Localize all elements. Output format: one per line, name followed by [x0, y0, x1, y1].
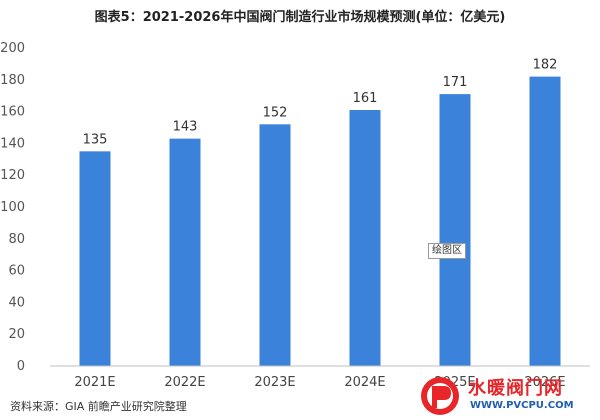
y-tick-label: 120	[0, 168, 25, 183]
y-tick-label: 40	[8, 295, 25, 310]
bar-2025E[interactable]	[439, 94, 471, 367]
y-tick-label: 20	[8, 327, 25, 342]
y-axis: 0 20 40 60 80 100 120 140 160 180 200	[0, 41, 25, 374]
data-label-2024E: 161	[353, 91, 378, 106]
data-label-2022E: 143	[173, 120, 198, 135]
bar-2023E[interactable]	[259, 124, 291, 366]
logo-name: 水暖阀门网	[468, 378, 563, 399]
data-labels: 135 143 152 161 171 182	[83, 58, 558, 148]
data-label-2025E: 171	[443, 75, 468, 90]
x-tick-label-2026E: 2026E	[524, 375, 565, 390]
bar-2021E[interactable]	[79, 151, 111, 366]
y-tick-label: 180	[0, 73, 25, 88]
logo-icon	[421, 377, 459, 415]
x-tick-label-2023E: 2023E	[254, 375, 295, 390]
data-label-2021E: 135	[83, 132, 108, 147]
x-tick-label-2021E: 2021E	[74, 375, 115, 390]
site-logo: 水暖阀门网 WWW.PVCPU.COM	[418, 374, 598, 418]
bars	[79, 76, 561, 367]
data-label-2026E: 182	[533, 58, 558, 73]
bar-2026E[interactable]	[529, 76, 561, 367]
data-label-2023E: 152	[263, 105, 288, 120]
y-tick-label: 60	[8, 264, 25, 279]
source-note: 资料来源：GIA 前瞻产业研究院整理	[10, 400, 187, 413]
logo-url: WWW.PVCPU.COM	[470, 400, 574, 411]
chart-title: 图表5：2021-2026年中国阀门制造行业市场规模预测(单位：亿美元)	[94, 10, 506, 25]
y-tick-label: 160	[0, 105, 25, 120]
plot-area-tooltip: 绘图区	[428, 243, 466, 259]
x-tick-label-2024E: 2024E	[344, 375, 385, 390]
bar-2022E[interactable]	[169, 138, 201, 366]
y-tick-label: 0	[17, 359, 25, 374]
y-tick-label: 140	[0, 136, 25, 151]
y-tick-label: 80	[8, 232, 25, 247]
bar-2024E[interactable]	[349, 110, 381, 366]
y-tick-label: 100	[0, 200, 25, 215]
x-tick-label-2022E: 2022E	[164, 375, 205, 390]
y-tick-label: 200	[0, 41, 25, 56]
